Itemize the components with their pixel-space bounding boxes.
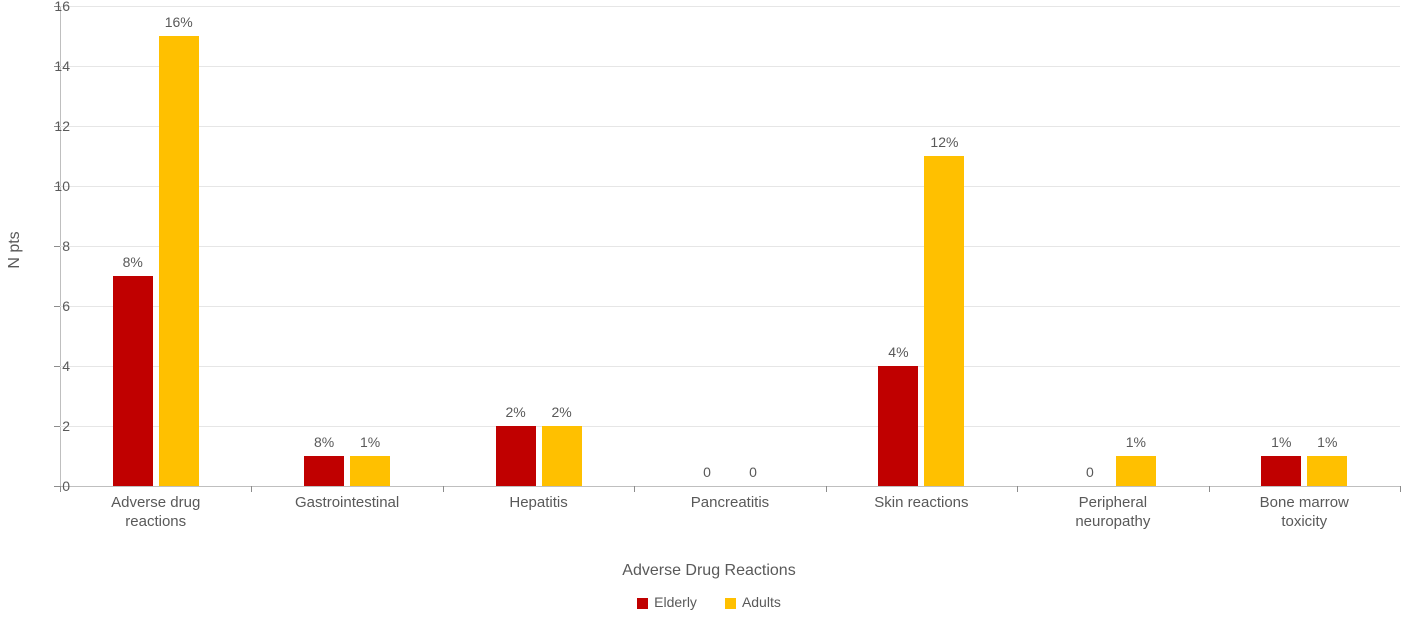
category-label: Hepatitis	[443, 494, 634, 513]
legend: Elderly Adults	[0, 594, 1418, 610]
data-label: 8%	[123, 254, 143, 270]
data-label: 0	[703, 464, 711, 480]
data-label: 0	[1086, 464, 1094, 480]
gridline	[60, 186, 1400, 187]
x-tick-mark	[826, 486, 827, 492]
data-label: 2%	[505, 404, 525, 420]
gridline	[60, 426, 1400, 427]
adr-bar-chart: N pts Adverse Drug Reactions 8%16%8%1%2%…	[0, 0, 1418, 620]
category-label: Bone marrow toxicity	[1209, 494, 1400, 532]
data-label: 1%	[360, 434, 380, 450]
y-tick-label: 12	[20, 118, 70, 134]
bar-adults	[924, 156, 964, 486]
y-tick-label: 0	[20, 478, 70, 494]
plot-area: 8% 16% 8% 1% 2% 2% 0 0 4% 12% 0 1% 1% 1%	[60, 6, 1400, 487]
legend-swatch	[725, 598, 736, 609]
bar-elderly	[496, 426, 536, 486]
gridline	[60, 246, 1400, 247]
x-tick-mark	[634, 486, 635, 492]
bar-elderly	[1261, 456, 1301, 486]
data-label: 1%	[1271, 434, 1291, 450]
bar-elderly	[304, 456, 344, 486]
x-tick-mark	[1209, 486, 1210, 492]
x-axis-title: Adverse Drug Reactions	[0, 562, 1418, 580]
bar-adults	[1116, 456, 1156, 486]
gridline	[60, 366, 1400, 367]
data-label: 0	[749, 464, 757, 480]
x-tick-mark	[443, 486, 444, 492]
x-tick-mark	[1400, 486, 1401, 492]
gridline	[60, 66, 1400, 67]
x-tick-mark	[60, 486, 61, 492]
gridline	[60, 306, 1400, 307]
data-label: 2%	[551, 404, 571, 420]
bar-elderly	[113, 276, 153, 486]
data-label: 1%	[1317, 434, 1337, 450]
category-label: Skin reactions	[826, 494, 1017, 513]
y-tick-label: 2	[20, 418, 70, 434]
legend-label: Adults	[742, 594, 781, 610]
category-label: Pancreatitis	[634, 494, 825, 513]
y-tick-label: 8	[20, 238, 70, 254]
legend-swatch	[637, 598, 648, 609]
legend-label: Elderly	[654, 594, 697, 610]
y-tick-label: 10	[20, 178, 70, 194]
category-label: Peripheral neuropathy	[1017, 494, 1208, 532]
gridline	[60, 6, 1400, 7]
data-label: 8%	[314, 434, 334, 450]
category-label: Gastrointestinal	[251, 494, 442, 513]
category-label: Adverse drug reactions	[60, 494, 251, 532]
legend-item: Adults	[725, 594, 781, 610]
data-label: 1%	[1126, 434, 1146, 450]
bar-adults	[159, 36, 199, 486]
legend-item: Elderly	[637, 594, 697, 610]
data-label: 16%	[165, 14, 193, 30]
gridline	[60, 126, 1400, 127]
y-tick-label: 16	[20, 0, 70, 14]
data-label: 4%	[888, 344, 908, 360]
y-tick-label: 4	[20, 358, 70, 374]
bar-adults	[1307, 456, 1347, 486]
y-tick-label: 6	[20, 298, 70, 314]
bar-adults	[542, 426, 582, 486]
bar-elderly	[878, 366, 918, 486]
data-label: 12%	[930, 134, 958, 150]
x-tick-mark	[1017, 486, 1018, 492]
x-tick-mark	[251, 486, 252, 492]
y-tick-label: 14	[20, 58, 70, 74]
bar-adults	[350, 456, 390, 486]
